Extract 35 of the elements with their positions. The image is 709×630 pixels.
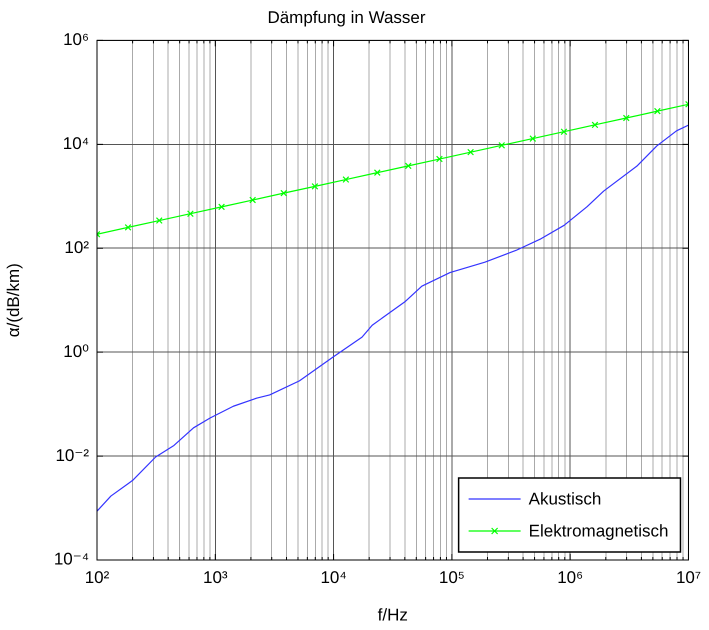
legend-label: Elektromagnetisch <box>528 522 668 541</box>
point <box>249 196 256 204</box>
legend-label: Akustisch <box>528 490 602 509</box>
point <box>311 182 318 190</box>
point <box>560 128 568 136</box>
x-axis-title: f/Hz <box>378 605 408 624</box>
x-tick-label: 10² <box>84 568 110 587</box>
point <box>622 114 630 122</box>
point <box>124 224 132 231</box>
y-tick-label: 10⁻⁴ <box>54 550 89 569</box>
point <box>186 210 194 218</box>
point <box>436 156 443 162</box>
x-tick-label: 10⁴ <box>320 568 347 587</box>
x-tick-label: 10⁵ <box>438 568 465 587</box>
point <box>467 148 474 156</box>
y-tick-label: 10⁶ <box>63 30 89 50</box>
x-tick-label: 10⁶ <box>557 568 584 587</box>
point <box>592 121 598 128</box>
y-tick-label: 10⁻² <box>55 446 90 465</box>
y-tick-label: 10² <box>64 238 90 257</box>
point <box>404 162 412 170</box>
y-axis-title: α/(dB/km) <box>4 263 23 338</box>
point <box>280 190 288 197</box>
point <box>654 108 661 115</box>
chart-title: Dämpfung in Wasser <box>267 8 426 27</box>
point <box>218 203 225 210</box>
y-tick-label: 10⁰ <box>63 342 90 361</box>
x-tick-label: 10⁷ <box>676 568 701 587</box>
point <box>374 169 381 176</box>
point <box>498 142 506 149</box>
x-tick-label: 10³ <box>203 568 228 587</box>
point <box>342 176 350 183</box>
point <box>156 217 163 224</box>
point <box>529 135 536 142</box>
y-tick-label: 10⁴ <box>62 134 89 154</box>
